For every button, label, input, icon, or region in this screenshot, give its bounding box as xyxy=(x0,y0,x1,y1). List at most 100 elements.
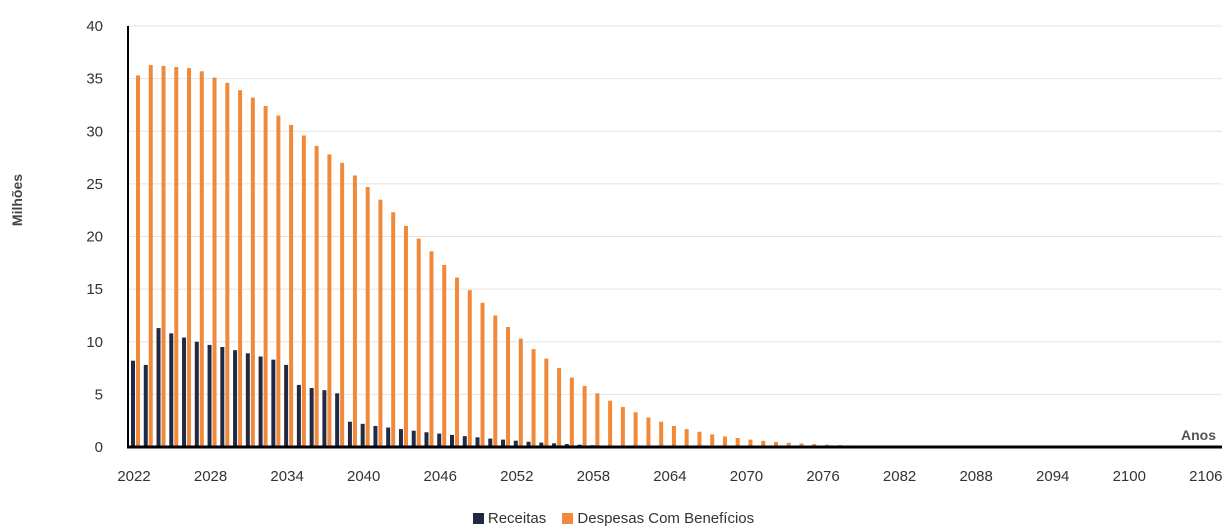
bar-despesas-2072 xyxy=(774,441,778,447)
bar-receitas-2039 xyxy=(347,421,352,447)
bar-despesas-2059 xyxy=(608,400,613,447)
bar-despesas-2058 xyxy=(595,393,600,447)
bar-despesas-2057 xyxy=(582,385,587,447)
bar-despesas-2042 xyxy=(391,212,396,447)
bar-despesas-2029 xyxy=(225,82,230,448)
bar-receitas-2049 xyxy=(475,437,480,447)
bar-receitas-2052 xyxy=(513,440,518,447)
x-tick-label: 2052 xyxy=(500,468,533,485)
legend-label-despesas: Despesas Com Benefícios xyxy=(577,510,755,527)
bar-despesas-2068 xyxy=(722,436,727,447)
chart: 0 5 10 15 20 25 30 35 40 2022 2028 2034 2040 2046 205… xyxy=(9,18,1223,485)
x-tick-label: 2088 xyxy=(959,468,992,485)
bar-receitas-2041 xyxy=(373,425,378,447)
bar-receitas-2044 xyxy=(411,430,416,447)
x-tick-label: 2040 xyxy=(347,468,380,485)
x-tick-label: 2070 xyxy=(730,468,763,485)
bar-receitas-2042 xyxy=(386,427,391,447)
y-axis-ticks: 0 5 10 15 20 25 30 35 40 xyxy=(86,18,103,456)
bar-despesas-2056 xyxy=(569,377,574,447)
bar-receitas-2046 xyxy=(437,433,442,447)
bar-receitas-2036 xyxy=(309,388,314,447)
bar-despesas-2037 xyxy=(327,154,332,447)
bar-despesas-2071 xyxy=(761,440,766,447)
bar-despesas-2028 xyxy=(212,77,217,447)
bar-receitas-2025 xyxy=(169,333,174,447)
y-tick-label: 5 xyxy=(95,386,103,403)
y-tick-label: 0 xyxy=(95,439,103,456)
bar-receitas-2045 xyxy=(424,432,429,447)
x-tick-label: 2046 xyxy=(424,468,457,485)
legend: Receitas Despesas Com Benefícios xyxy=(0,510,1227,528)
bars xyxy=(131,64,1085,448)
gridlines xyxy=(128,25,1222,395)
legend-swatch-receitas xyxy=(472,513,484,524)
y-tick-label: 30 xyxy=(86,123,103,140)
bar-despesas-2026 xyxy=(187,68,192,447)
legend-item-receitas: Receitas xyxy=(472,510,546,527)
bar-receitas-2032 xyxy=(258,356,263,447)
bar-despesas-2030 xyxy=(238,90,243,447)
bar-despesas-2055 xyxy=(557,368,562,447)
bar-despesas-2036 xyxy=(314,145,319,448)
bar-despesas-2043 xyxy=(403,225,408,447)
bar-despesas-2039 xyxy=(352,175,357,447)
y-tick-label: 20 xyxy=(86,229,103,246)
bar-despesas-2033 xyxy=(276,115,281,448)
x-tick-label: 2094 xyxy=(1036,468,1069,485)
bar-despesas-2070 xyxy=(748,439,753,447)
legend-swatch-despesas xyxy=(562,513,574,524)
x-tick-label: 2034 xyxy=(270,468,303,485)
bar-receitas-2040 xyxy=(360,423,365,447)
bar-despesas-2049 xyxy=(480,302,485,447)
bar-receitas-2027 xyxy=(194,341,199,447)
bar-despesas-2048 xyxy=(467,290,472,447)
bar-despesas-2045 xyxy=(429,251,434,447)
x-tick-label: 2028 xyxy=(194,468,227,485)
bar-despesas-2031 xyxy=(250,97,255,447)
bar-despesas-2060 xyxy=(620,407,625,447)
bar-receitas-2024 xyxy=(156,328,161,447)
bar-receitas-2022 xyxy=(131,360,135,447)
bar-receitas-2030 xyxy=(233,350,238,447)
bar-receitas-2031 xyxy=(245,353,250,447)
bar-despesas-2034 xyxy=(289,124,294,447)
bar-receitas-2038 xyxy=(335,393,340,447)
y-tick-label: 35 xyxy=(86,71,103,88)
y-tick-label: 10 xyxy=(86,334,103,351)
bar-receitas-2035 xyxy=(296,384,301,447)
bar-despesas-2061 xyxy=(633,412,638,447)
bar-receitas-2029 xyxy=(220,347,225,447)
legend-item-despesas: Despesas Com Benefícios xyxy=(562,510,754,527)
y-axis-title: Milhões xyxy=(9,174,25,226)
bar-despesas-2027 xyxy=(199,71,204,447)
y-tick-label: 40 xyxy=(86,18,103,35)
bar-despesas-2063 xyxy=(659,421,664,447)
bar-despesas-2044 xyxy=(416,238,421,447)
bar-despesas-2054 xyxy=(544,358,549,447)
bar-despesas-2025 xyxy=(174,67,179,448)
bar-despesas-2046 xyxy=(442,264,447,447)
bar-receitas-2050 xyxy=(488,438,493,447)
bar-receitas-2048 xyxy=(462,436,467,447)
bar-despesas-2052 xyxy=(518,338,523,447)
bar-receitas-2053 xyxy=(526,441,531,447)
x-tick-label: 2106 xyxy=(1189,468,1222,485)
bar-receitas-2033 xyxy=(271,359,276,447)
bar-receitas-2034 xyxy=(284,364,289,447)
bar-receitas-2037 xyxy=(322,390,327,447)
bar-receitas-2051 xyxy=(501,439,506,447)
bar-despesas-2062 xyxy=(646,417,651,447)
bar-receitas-2023 xyxy=(143,364,148,447)
bar-despesas-2073 xyxy=(786,442,791,447)
bar-receitas-2028 xyxy=(207,344,212,447)
y-tick-label: 15 xyxy=(86,281,103,298)
bar-receitas-2043 xyxy=(398,429,403,447)
x-axis-title: Anos xyxy=(1181,427,1216,443)
bar-despesas-2038 xyxy=(340,162,345,447)
y-tick-label: 25 xyxy=(86,176,103,193)
bar-despesas-2024 xyxy=(161,65,166,448)
x-tick-label: 2076 xyxy=(806,468,839,485)
bar-receitas-2047 xyxy=(450,434,454,447)
bar-despesas-2023 xyxy=(148,64,153,447)
